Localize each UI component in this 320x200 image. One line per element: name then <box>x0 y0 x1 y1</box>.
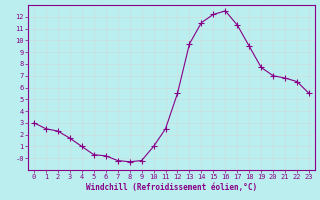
X-axis label: Windchill (Refroidissement éolien,°C): Windchill (Refroidissement éolien,°C) <box>86 183 257 192</box>
